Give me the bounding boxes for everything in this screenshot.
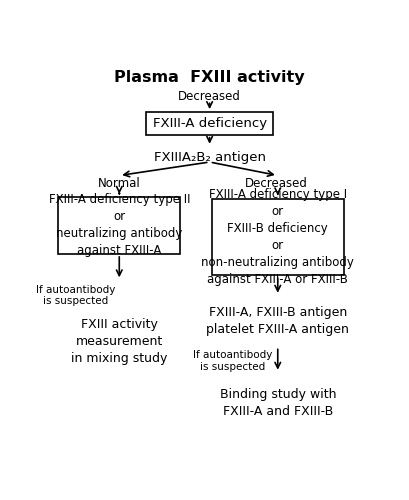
- Text: Decreased: Decreased: [245, 178, 308, 190]
- Text: FXIII-A deficiency type II
or
neutralizing antibody
against FXIII-A: FXIII-A deficiency type II or neutralizi…: [49, 193, 190, 257]
- FancyBboxPatch shape: [58, 196, 180, 254]
- Text: If autoantibody
is suspected: If autoantibody is suspected: [36, 285, 115, 306]
- FancyBboxPatch shape: [146, 112, 273, 134]
- Text: Decreased: Decreased: [178, 90, 241, 103]
- Text: FXIII-A, FXIII-B antigen
platelet FXIII-A antigen: FXIII-A, FXIII-B antigen platelet FXIII-…: [206, 306, 349, 336]
- FancyBboxPatch shape: [212, 198, 344, 275]
- Text: FXIIIA₂B₂ antigen: FXIIIA₂B₂ antigen: [154, 150, 265, 164]
- Text: Binding study with
FXIII-A and FXIII-B: Binding study with FXIII-A and FXIII-B: [220, 388, 336, 418]
- Text: FXIII-A deficiency: FXIII-A deficiency: [153, 117, 267, 130]
- Text: FXIII activity
measurement
in mixing study: FXIII activity measurement in mixing stu…: [71, 318, 167, 366]
- Text: Plasma  FXIII activity: Plasma FXIII activity: [114, 70, 305, 85]
- Text: Normal: Normal: [98, 178, 141, 190]
- Text: FXIII-A deficiency type I
or
FXIII-B deficiency
or
non-neutralizing antibody
aga: FXIII-A deficiency type I or FXIII-B def…: [201, 188, 354, 286]
- Text: If autoantibody
is suspected: If autoantibody is suspected: [193, 350, 273, 372]
